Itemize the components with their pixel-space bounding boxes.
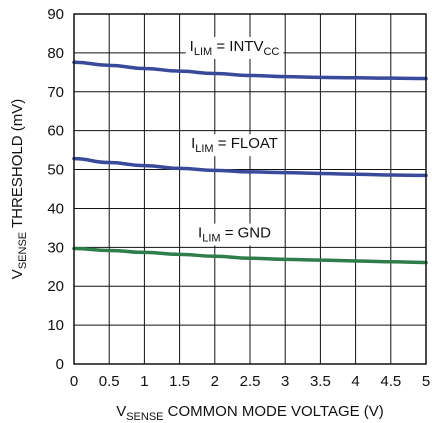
- y-axis-label-main: V: [9, 269, 26, 279]
- series-line: [72, 60, 428, 81]
- y-tick-labels: 0 10 20 30 40 50 60 70 80 90: [47, 6, 64, 373]
- x-tick-label: 1.5: [169, 373, 190, 390]
- series-annotation-sub: LIM: [195, 143, 213, 155]
- series-annotation-text: = FLOAT: [214, 135, 278, 152]
- series-annotation-sub: LIM: [194, 46, 212, 58]
- y-axis-label-rest: THRESHOLD (mV): [9, 99, 26, 232]
- x-axis-label: VSENSE COMMON MODE VOLTAGE (V): [116, 403, 384, 423]
- y-tick-label: 70: [47, 84, 64, 101]
- x-tick-label: 2: [211, 373, 219, 390]
- series-annotation-bg: [187, 134, 282, 157]
- x-axis-label-main: V: [116, 403, 126, 420]
- y-tick-label: 0: [56, 356, 64, 373]
- y-tick-label: 60: [47, 123, 64, 140]
- series-annotation-text: I: [191, 135, 195, 152]
- y-tick-label: 30: [47, 239, 64, 256]
- series-annotation-text: = GND: [221, 225, 272, 242]
- x-axis-label-rest: COMMON MODE VOLTAGE (V): [164, 403, 384, 420]
- x-axis-label-sub: SENSE: [126, 411, 163, 423]
- series-annotation-sub: CC: [263, 46, 279, 58]
- x-tick-label: 4: [351, 373, 359, 390]
- x-tick-label: 3.5: [310, 373, 331, 390]
- series-annotation: ILIM = FLOAT: [191, 135, 278, 155]
- x-tick-labels: 0 0.5 1 1.5 2 2.5 3 3.5 4 4.5 5: [70, 373, 430, 390]
- series-line: [72, 156, 428, 178]
- x-tick-label: 0: [70, 373, 78, 390]
- series-annotation-text: I: [190, 38, 194, 55]
- y-tick-label: 40: [47, 200, 64, 217]
- x-tick-label: 2.5: [240, 373, 261, 390]
- x-tick-label: 0.5: [99, 373, 120, 390]
- x-tick-label: 3: [281, 373, 289, 390]
- series-line: [72, 246, 428, 265]
- series-annotation: ILIM = GND: [198, 225, 271, 245]
- series-annotation-bg: [194, 223, 276, 246]
- series-lines: [72, 60, 428, 265]
- y-tick-label: 20: [47, 278, 64, 295]
- y-tick-label: 80: [47, 45, 64, 62]
- x-tick-label: 4.5: [380, 373, 401, 390]
- y-axis-label: VSENSE THRESHOLD (mV): [9, 99, 29, 279]
- y-tick-label: 90: [47, 6, 64, 23]
- plot-frame: [73, 13, 427, 365]
- series-annotation-sub: LIM: [202, 233, 220, 245]
- x-tick-label: 1: [140, 373, 148, 390]
- series-annotation: ILIM = INTVCC: [190, 38, 280, 58]
- y-tick-label: 50: [47, 162, 64, 179]
- series-annotation-text: = INTV: [212, 38, 263, 55]
- series-annotation-text: I: [198, 225, 202, 242]
- series-annotation-bg: [185, 36, 284, 59]
- x-tick-label: 5: [422, 373, 430, 390]
- y-tick-label: 10: [47, 317, 64, 334]
- y-axis-label-sub: SENSE: [17, 232, 29, 269]
